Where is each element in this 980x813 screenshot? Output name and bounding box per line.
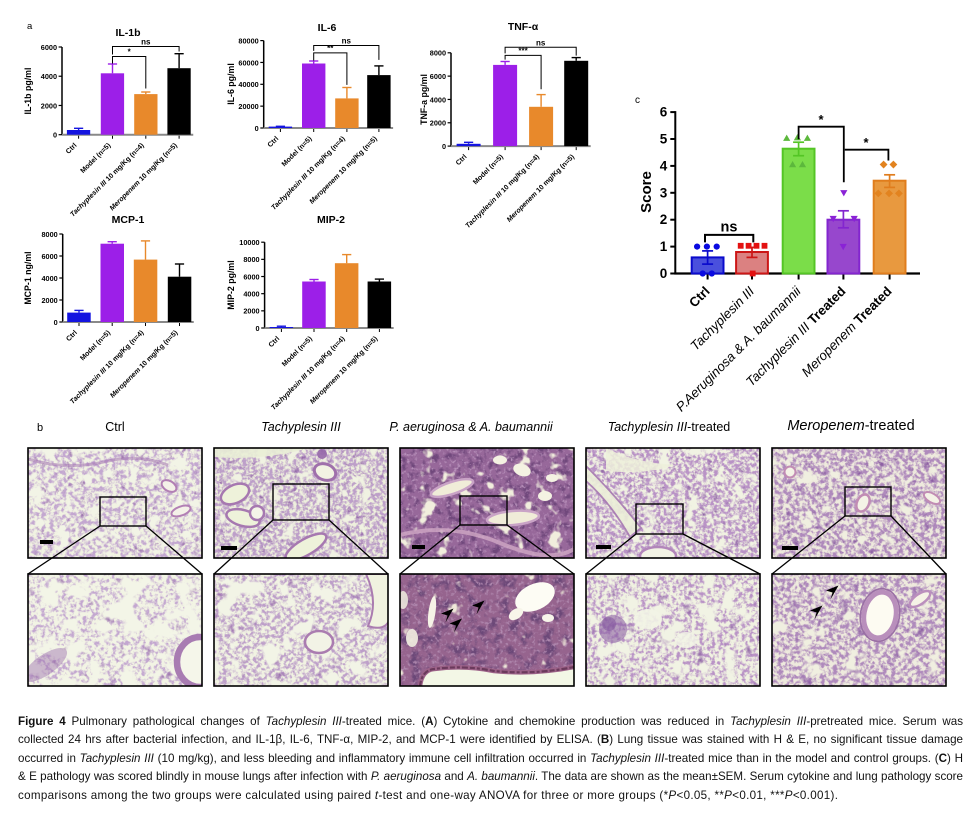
svg-text:3: 3 [660,185,668,200]
svg-text:6000: 6000 [41,43,57,52]
svg-text:Score: Score [638,171,655,213]
svg-text:*: * [818,112,824,127]
svg-text:4: 4 [660,158,668,173]
svg-text:MCP-1 ng/ml: MCP-1 ng/ml [23,251,33,304]
svg-text:40000: 40000 [238,80,258,89]
svg-text:P. aeruginosa & A. baumannii: P. aeruginosa & A. baumannii [389,420,554,434]
svg-text:c: c [635,95,640,106]
svg-text:8000: 8000 [41,230,57,239]
svg-text:60000: 60000 [238,58,258,67]
svg-text:ns: ns [141,38,151,47]
svg-text:4000: 4000 [430,95,446,104]
svg-text:**: ** [327,44,334,53]
svg-text:0: 0 [53,131,57,140]
svg-text:2000: 2000 [243,307,259,316]
svg-text:6000: 6000 [243,272,259,281]
svg-text:10000: 10000 [239,238,259,247]
svg-text:20000: 20000 [238,102,258,111]
svg-text:5: 5 [660,132,668,147]
svg-text:ns: ns [721,220,738,236]
svg-text:IL-6: IL-6 [318,22,337,34]
svg-text:1: 1 [660,239,668,254]
svg-text:0: 0 [442,142,446,151]
svg-text:TNF-a pg/ml: TNF-a pg/ml [419,74,429,125]
svg-text:8000: 8000 [430,49,446,58]
svg-text:ns: ns [342,37,352,46]
svg-text:IL-1b: IL-1b [115,27,140,39]
svg-text:MIP-2: MIP-2 [317,214,345,226]
svg-text:0: 0 [256,324,260,333]
svg-text:Tachyplesin III-treated: Tachyplesin III-treated [608,420,731,434]
svg-text:MCP-1: MCP-1 [112,214,145,226]
svg-text:4000: 4000 [243,289,259,298]
svg-text:Ctrl: Ctrl [105,420,124,434]
svg-text:MIP-2 pg/ml: MIP-2 pg/ml [226,260,236,309]
svg-text:TNF-α: TNF-α [508,21,539,33]
svg-text:4000: 4000 [41,274,57,283]
svg-text:0: 0 [54,318,58,327]
svg-text:0: 0 [255,124,259,133]
svg-text:6: 6 [660,105,668,120]
svg-text:*: * [863,135,869,150]
svg-text:2000: 2000 [41,101,57,110]
svg-text:80000: 80000 [238,36,258,45]
svg-text:2000: 2000 [41,296,57,305]
svg-text:6000: 6000 [430,72,446,81]
svg-text:b: b [37,422,43,434]
svg-text:a: a [27,21,33,32]
svg-text:IL-6 pg/ml: IL-6 pg/ml [226,63,236,105]
svg-text:0: 0 [660,266,668,281]
svg-text:ns: ns [536,38,546,47]
svg-text:Tachyplesin III: Tachyplesin III [261,420,341,434]
svg-text:Meropenem-treated: Meropenem-treated [787,418,914,434]
svg-text:8000: 8000 [243,255,259,264]
svg-text:IL-1b pg/ml: IL-1b pg/ml [23,68,33,115]
svg-text:6000: 6000 [41,252,57,261]
svg-text:2000: 2000 [430,119,446,128]
svg-text:*: * [128,48,132,57]
svg-text:***: *** [518,46,528,55]
svg-text:4000: 4000 [41,72,57,81]
svg-text:2: 2 [660,212,668,227]
